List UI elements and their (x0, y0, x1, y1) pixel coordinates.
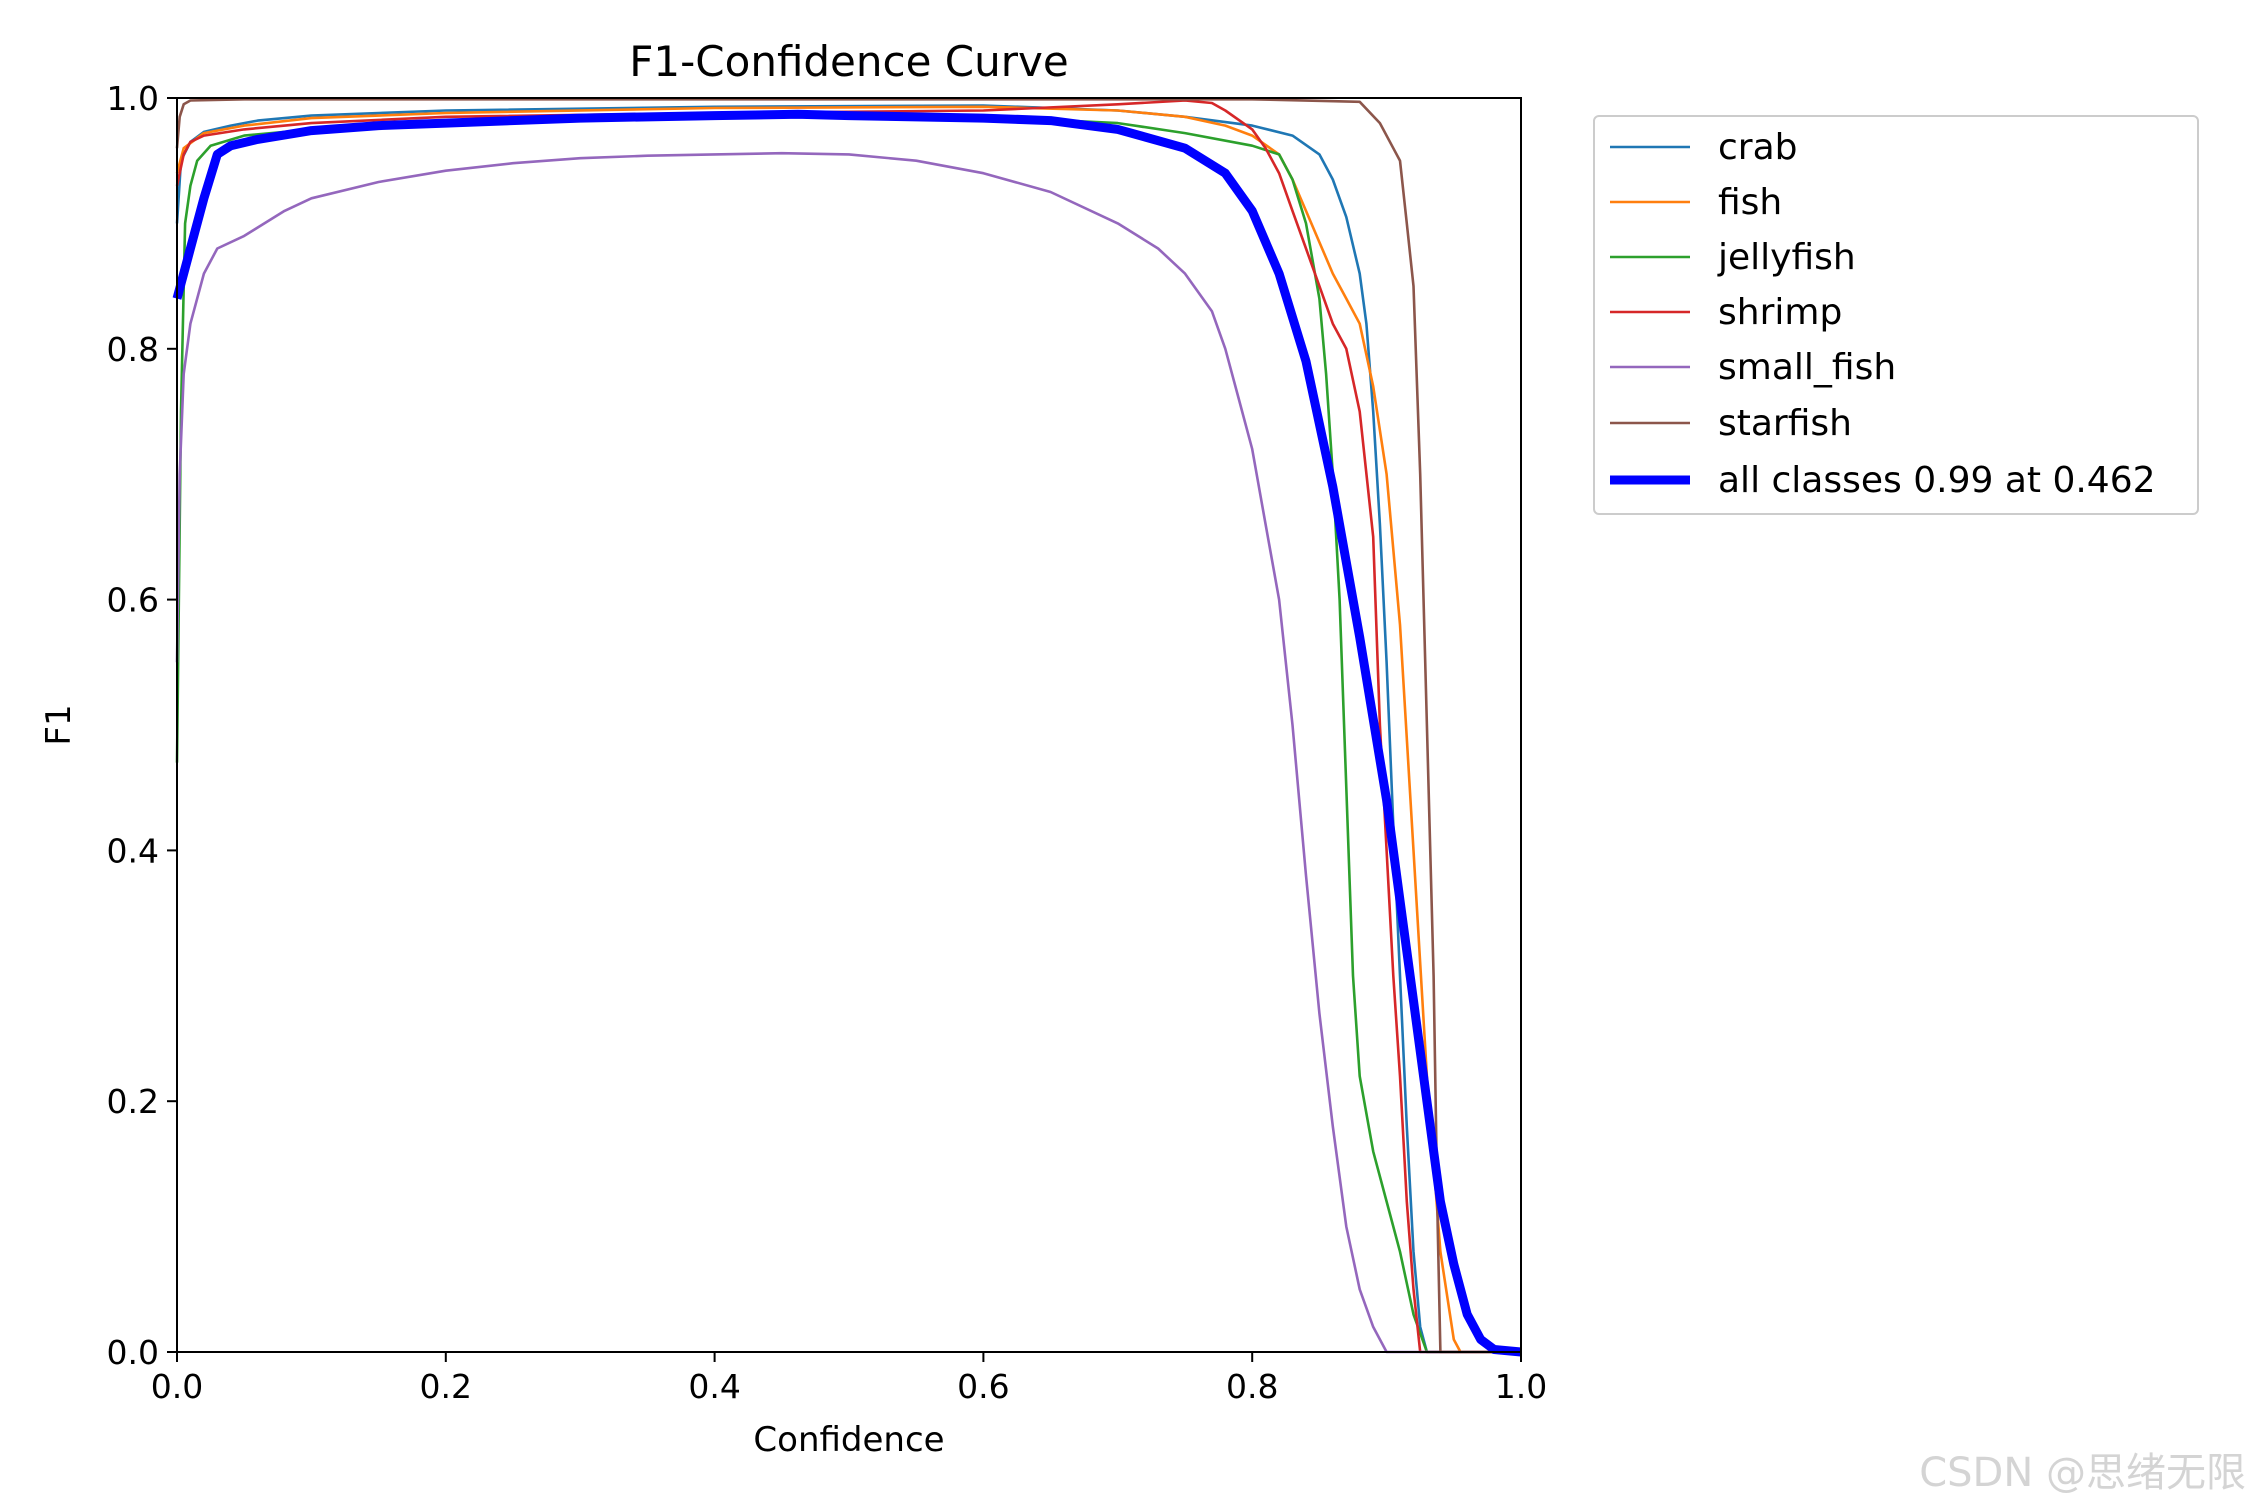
chart-title: F1-Confidence Curve (629, 37, 1068, 86)
legend-label-0: crab (1718, 127, 1798, 168)
y-tick-label-3: 0.6 (107, 581, 159, 620)
watermark: CSDN @思绪无限 (1919, 1450, 2246, 1496)
x-tick-label-0: 0.0 (151, 1367, 203, 1406)
series-line-6 (172, 109, 1522, 1357)
series-line-5 (175, 98, 1521, 1354)
series-line-0 (175, 104, 1521, 1354)
legend-label-3: shrimp (1718, 292, 1842, 333)
y-tick-label-1: 0.2 (107, 1082, 159, 1121)
x-tick-label-4: 0.8 (1226, 1367, 1278, 1406)
x-tick-label-3: 0.6 (957, 1367, 1009, 1406)
series-layer (172, 98, 1522, 1357)
series-line-1 (175, 105, 1521, 1354)
legend-label-4: small_fish (1718, 347, 1896, 388)
y-axis-title: F1 (39, 704, 79, 745)
legend-items: crab fish jellyfish shrimp small_fishstarfis… (1610, 127, 2156, 501)
legend: crab fish jellyfish shrimp small_fishstarfis… (1593, 115, 2199, 515)
legend-frame (1593, 115, 2199, 515)
legend-label-2: jellyfish (1717, 237, 1856, 278)
y-tick-label-4: 0.8 (107, 330, 159, 369)
x-tick-label-5: 1.0 (1495, 1367, 1547, 1406)
plot-frame (176, 97, 1522, 1353)
ticks-layer: 0.0 0.2 0.4 0.6 0.8 1.0 0.0 0.2 0.4 0.6 0.8 1.0 (107, 79, 1548, 1406)
series-line-3 (175, 99, 1521, 1354)
x-tick-label-1: 0.2 (420, 1367, 472, 1406)
y-tick-label-5: 1.0 (107, 79, 159, 118)
x-tick-label-2: 0.4 (688, 1367, 740, 1406)
legend-label-5: starfish (1718, 403, 1852, 444)
legend-label-6: all classes 0.99 at 0.462 (1718, 460, 2156, 501)
series-line-4 (175, 151, 1521, 1354)
legend-label-1: fish (1718, 182, 1782, 223)
y-tick-label-2: 0.4 (107, 831, 159, 870)
x-axis-title: Confidence (753, 1420, 944, 1460)
series-line-2 (175, 115, 1521, 1354)
y-tick-label-0: 0.0 (107, 1333, 159, 1372)
plot-background (177, 98, 1521, 1352)
